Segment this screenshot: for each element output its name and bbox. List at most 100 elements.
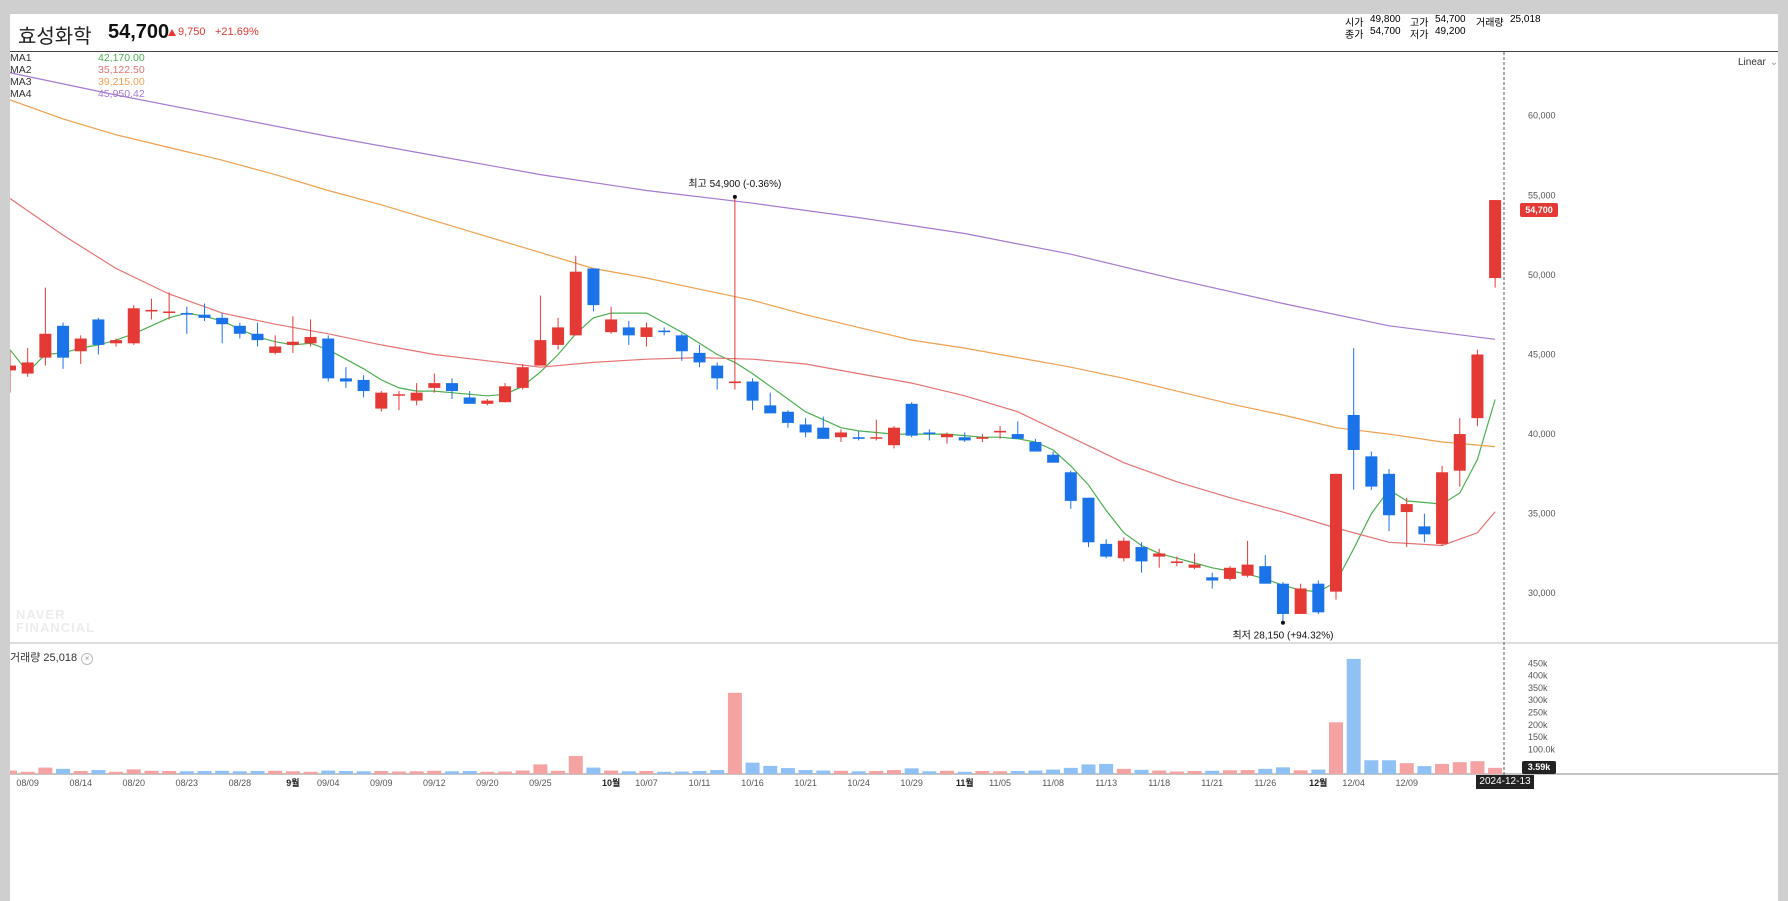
candle-body [357,379,370,392]
candle-body [1453,434,1466,471]
ma1-value: 42,170.00 [98,52,145,64]
volume-bar [480,771,495,774]
volume-bar [975,771,990,774]
candle-body [605,319,618,333]
volume-bar [869,771,884,774]
volume-bar [1187,771,1202,774]
price-change: 9,750 [168,26,206,38]
volume-bar [144,770,159,774]
volume-bar [922,771,937,774]
volume-bar [1311,769,1326,774]
candle-body [941,434,954,438]
volume-bar [515,770,530,774]
volume-bar [338,771,353,774]
open-label: 시가 [1345,18,1364,29]
volume-bar [126,769,141,774]
volume-bar [232,771,247,774]
candle-body [905,403,918,436]
candle-body [1153,553,1166,557]
candle-body [587,268,600,306]
candle-body [1170,561,1183,563]
candle-body [817,427,830,439]
volume-bar [1399,763,1414,774]
x-tick-label: 11/05 [989,778,1011,788]
candle-body [534,340,547,366]
x-tick-label: 11/08 [1042,778,1064,788]
x-tick-label: 12/04 [1342,778,1365,788]
x-tick-label: 09/04 [317,778,340,788]
candle-body [1259,566,1272,584]
volume-bar [887,770,901,774]
candle-body [1471,354,1484,419]
candle-body [888,427,900,446]
volume-bar [1222,770,1237,774]
low-label: 저가 [1410,30,1429,41]
volume-bar [391,771,406,774]
ma-line-ma2 [10,198,1496,547]
ma-line-ma4 [10,72,1496,340]
price-chart[interactable]: 30,000 35,000 40,000 45,000 50,000 55,000 60,0… [10,14,1778,901]
candle-body [216,317,229,325]
volume-bar [1010,771,1025,774]
volume-bar [621,771,636,774]
volume-bar [1205,770,1220,774]
candle-body [1489,200,1502,279]
stock-name[interactable]: 효성화학 [18,26,92,48]
volume-bar [533,764,548,774]
volume-bar [1028,770,1043,774]
candle-body [428,383,441,388]
candle-body [852,437,865,439]
ma4-value: 45,950.42 [98,88,145,100]
candle-body [163,311,176,313]
volume-bar [940,770,955,774]
volume-tick-label: 250k [1528,708,1548,718]
ma3-name: MA3 [10,76,32,88]
volume-bar [1364,760,1379,774]
volume-bar [1382,760,1397,774]
candle-body [1082,497,1095,543]
volume-bar [710,770,725,774]
volume-bar [427,770,442,774]
scale-select[interactable]: Linear ⌄ [1738,57,1778,68]
volume-bar [56,768,71,774]
volume-bar [639,771,654,774]
watermark-line2: FINANCIAL [16,620,96,635]
volume-bar [1240,770,1255,774]
candle-body [640,327,653,337]
candle-body [516,367,529,388]
volume-bar [816,770,831,774]
volume-tick-label: 150k [1528,732,1548,742]
price-change-value: 9,750 [178,26,206,38]
x-tick-label: 08/20 [122,778,145,788]
volume-bar [586,767,601,774]
volume-bar [833,770,848,774]
volume-tick-label: 200k [1528,720,1548,730]
close-icon[interactable]: × [81,653,94,665]
price-tick-label: 60,000 [1528,111,1556,121]
candle-body [1312,583,1325,613]
candle-body [834,432,847,438]
volume-label: 거래량 [1476,18,1504,29]
volume-bar [409,771,424,774]
candle-body [746,381,759,401]
candle-body [74,338,87,352]
volume-bar [250,771,265,774]
watermark: NAVER FINANCIAL [16,608,95,634]
volume-bar [268,770,283,774]
volume-bar [904,768,919,774]
volume-bar [798,770,813,774]
candle-body [127,308,140,344]
volume-bar [1116,768,1131,774]
open-value: 49,800 [1370,14,1401,25]
x-tick-label: 11월 [956,777,974,788]
volume-bar [38,767,53,774]
candle-body [870,437,883,439]
candle-body [923,432,936,435]
volume-bar [179,771,194,774]
candle-body [658,330,671,333]
volume-tick-label: 350k [1528,683,1548,693]
x-tick-label: 08/09 [16,778,39,788]
x-tick-label: 10/24 [847,778,870,788]
price-tick-label: 50,000 [1528,270,1556,280]
candle-body [1188,564,1201,568]
